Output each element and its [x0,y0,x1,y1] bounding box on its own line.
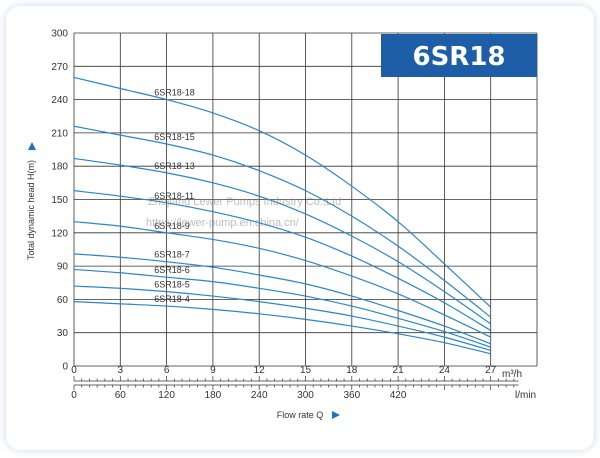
y-tick-label: 60 [57,295,69,306]
x-top-tick-label: 18 [346,365,358,376]
grid-lines [73,32,538,367]
x-top-tick-label: 3 [118,365,124,376]
x-bottom-tick-label: 240 [251,390,268,401]
y-axis-title: Total dynamic head H(m) [26,160,36,260]
x-bottom-tick-label: 0 [71,390,77,401]
y-tick-label: 30 [57,328,69,339]
curves-layer [73,76,492,355]
curve-labels-layer: 6SR18-18 6SR18-15 6SR18-13 6SR18-11 6SR18-9 6… [154,88,195,304]
curve-label-6SR18-9: 6SR18-9 [154,221,190,231]
x-top-tick-label: 6 [164,365,170,376]
curve-6SR18-9 [73,221,491,338]
curve-label-6SR18-6: 6SR18-6 [154,265,190,275]
curve-6SR18-4 [73,301,491,355]
watermark-url: https://lewer-pump.en.china.cn/ [146,217,300,229]
y-tick-label: 210 [51,128,68,139]
x-top-tick-label: 21 [393,365,405,376]
y-axis-arrow-icon [28,142,36,150]
curve-6SR18-11 [73,190,492,331]
curve-label-6SR18-7: 6SR18-7 [154,250,190,260]
x-top-tick-label: 24 [439,365,451,376]
chart-title: 6SR18 [412,42,505,72]
curve-6SR18-7 [73,253,491,345]
x-bottom-tick-label: 300 [297,390,314,401]
x-bottom-tick-label: 420 [390,390,407,401]
watermark-company: Zhejiang Lewer Pumps Industry Co.,Ltd [148,196,341,208]
watermark-layer: Zhejiang Lewer Pumps Industry Co.,Ltd htt… [146,196,341,229]
x-top-tick-label: 27 [485,365,497,376]
y-tick-label: 240 [51,95,68,106]
curve-label-6SR18-11: 6SR18-11 [154,191,194,201]
curve-label-6SR18-13: 6SR18-13 [154,161,195,171]
y-tick-label: 270 [51,62,68,73]
curve-label-6SR18-5: 6SR18-5 [154,280,190,290]
x-unit-bottom: l/min [515,390,536,401]
y-tick-label: 150 [51,195,68,206]
y-tick-label: 90 [57,262,69,273]
x-bottom-tick-label: 360 [343,390,360,401]
curve-6SR18-18 [73,76,492,308]
curve-label-6SR18-15: 6SR18-15 [154,132,195,142]
x-bottom-tick-label: 60 [115,390,127,401]
curve-label-6SR18-18: 6SR18-18 [154,88,195,98]
curve-6SR18-5 [73,285,491,352]
y-tick-label: 180 [51,162,68,173]
curve-6SR18-13 [73,157,492,325]
x-bottom-tick-label: 120 [158,390,175,401]
y-tick-label: 0 [62,362,68,373]
chart-frame [6,6,594,450]
y-tick-label: 300 [51,29,68,40]
curve-label-6SR18-4: 6SR18-4 [154,294,190,304]
title-box [381,34,537,77]
x-top-tick-label: 0 [71,365,77,376]
curve-6SR18-15 [73,125,492,318]
x-bottom-tick-label: 180 [205,390,222,401]
x-unit-top: m³/h [502,369,522,380]
curve-6SR18-6 [73,268,491,348]
x-top-tick-label: 15 [300,365,312,376]
y-tick-label: 120 [51,228,68,239]
x-top-tick-label: 9 [210,365,216,376]
x-axis-arrow-icon [332,411,340,419]
x-axis-title: Flow rate Q [277,410,324,420]
x-top-tick-label: 12 [254,365,266,376]
